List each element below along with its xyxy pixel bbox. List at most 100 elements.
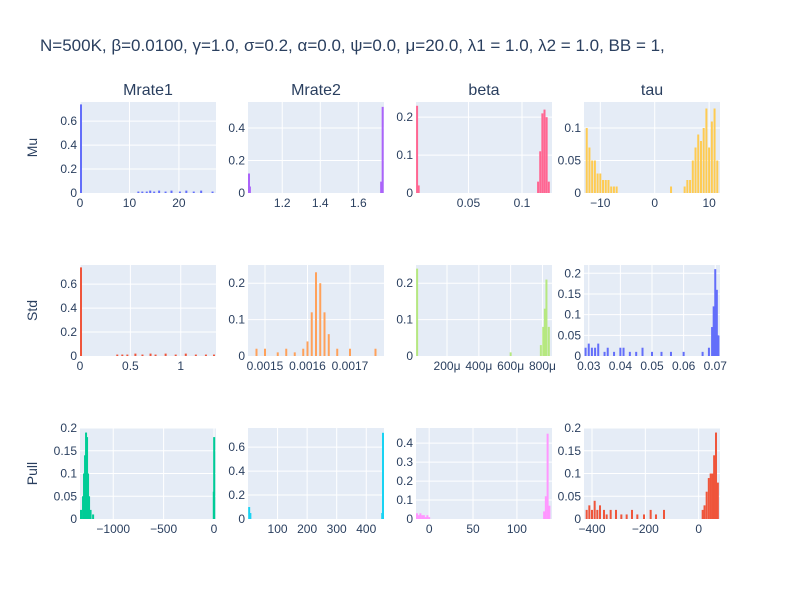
x-tick-label: 0.0017 — [332, 359, 369, 373]
histogram-bar — [80, 509, 83, 519]
x-tick-label: 0 — [426, 522, 433, 536]
y-tick-label: 0.05 — [54, 489, 78, 503]
histogram-bar — [670, 186, 673, 193]
x-tick-label: −200 — [632, 522, 659, 536]
histogram-bar — [606, 347, 609, 356]
panel-pull-beta: 0 0.1 0.2 0.3 0.4 0 50 100 — [396, 428, 552, 536]
y-tick-label: 0 — [574, 186, 581, 200]
histogram-bar — [153, 191, 156, 193]
histogram-bar — [603, 509, 605, 519]
y-tick-label: 0.4 — [396, 436, 413, 450]
subplot-panels: Mrate1 Mrate2 beta tau Mu Std Pull 0 0.2 0.4 0.6 0 1… — [24, 82, 727, 536]
x-tick-label: 0.05 — [640, 359, 664, 373]
histogram-bar — [141, 354, 144, 356]
x-tick-label: −500 — [150, 522, 177, 536]
histogram-bar — [631, 509, 633, 519]
panel-std-mrate2: 0 0.1 0.2 0.0015 0.0016 0.0017 — [228, 265, 384, 373]
histogram-bar — [541, 113, 544, 193]
x-tick-label: −1000 — [96, 522, 130, 536]
histogram-bar — [158, 190, 161, 193]
histogram-bar — [212, 354, 215, 356]
y-tick-label: 0.15 — [558, 287, 582, 301]
histogram-bar — [80, 104, 82, 193]
histogram-bar — [374, 348, 377, 356]
panel-mu-mrate1: 0 0.2 0.4 0.6 0 10 20 — [60, 102, 216, 210]
histogram-bar — [683, 186, 686, 193]
histogram-bar — [86, 437, 89, 519]
histogram-bar — [126, 354, 129, 356]
y-tick-label: 0.2 — [396, 276, 413, 290]
histogram-bar — [170, 190, 173, 193]
y-tick-label: 0.2 — [564, 266, 581, 280]
histogram-bar — [83, 473, 86, 519]
x-tick-label: 800μ — [529, 359, 556, 373]
y-tick-label: 0.05 — [558, 154, 582, 168]
histogram-bar — [184, 353, 187, 356]
histogram-bar — [194, 354, 197, 356]
histogram-bar — [422, 515, 425, 519]
histogram-bar — [164, 191, 167, 193]
x-tick-label: 0 — [695, 522, 702, 536]
y-tick-label: 0.2 — [396, 110, 413, 124]
histogram-bar — [319, 283, 322, 356]
histogram-bar — [669, 351, 672, 356]
panel-pull-tau: 0 0.05 0.1 0.15 0.2 −400 −200 0 — [558, 421, 720, 536]
histogram-bar — [336, 348, 339, 356]
y-tick-label: 0.1 — [564, 308, 581, 322]
histogram-bar — [709, 473, 712, 519]
plot-area — [80, 102, 216, 193]
x-tick-label: 0 — [77, 196, 84, 210]
histogram-bar — [542, 326, 545, 356]
y-tick-label: 0 — [70, 186, 77, 200]
histogram-bar — [682, 351, 685, 356]
y-tick-label: 0.15 — [54, 444, 78, 458]
histogram-bar — [248, 186, 251, 193]
histogram-bar — [708, 147, 711, 193]
x-tick-label: 0.0016 — [289, 359, 326, 373]
histogram-bar — [121, 354, 124, 356]
histogram-bar — [293, 352, 296, 356]
histogram-bar — [649, 509, 652, 519]
x-tick-label: 0.5 — [122, 359, 139, 373]
y-tick-label: 0.1 — [60, 467, 77, 481]
histogram-bar — [703, 505, 706, 519]
histogram-bar — [619, 347, 622, 356]
histogram-bar — [211, 191, 214, 193]
histogram-bar — [643, 514, 645, 519]
histogram-bar — [381, 106, 384, 193]
histogram-bar — [701, 351, 704, 356]
histogram-bar — [585, 509, 588, 519]
x-tick-label: 0.0015 — [247, 359, 284, 373]
histogram-bar — [323, 312, 326, 356]
histogram-bar — [628, 351, 631, 356]
plot-area — [416, 102, 552, 193]
histogram-bar — [716, 160, 719, 193]
y-tick-label: 0.4 — [60, 138, 77, 152]
histogram-bar — [594, 347, 597, 356]
histogram-bar — [584, 347, 587, 356]
y-tick-label: 0.2 — [228, 154, 245, 168]
histogram-bar — [85, 432, 88, 519]
histogram-bar — [543, 308, 546, 356]
x-tick-label: 400 — [356, 522, 376, 536]
histogram-bar — [145, 191, 148, 193]
histogram-bar — [204, 354, 207, 356]
histogram-bar — [612, 186, 615, 193]
histogram-bar — [591, 509, 593, 519]
histogram-bar — [660, 351, 663, 356]
histogram-bar — [285, 348, 288, 356]
plot-area — [248, 428, 384, 519]
histogram-bar — [596, 509, 599, 519]
plot-area — [584, 102, 720, 193]
panel-mu-mrate2: 0 0.2 0.4 1.2 1.4 1.6 — [228, 102, 384, 210]
y-tick-label: 0.4 — [60, 301, 77, 315]
x-tick-label: 50 — [466, 522, 480, 536]
y-tick-label: 0 — [238, 512, 245, 526]
histogram-bar — [620, 514, 623, 519]
y-tick-label: 0.1 — [564, 121, 581, 135]
histogram-bar — [149, 353, 152, 356]
x-tick-label: 0.05 — [457, 196, 481, 210]
x-tick-label: 0 — [651, 196, 658, 210]
histogram-bar — [545, 279, 548, 356]
